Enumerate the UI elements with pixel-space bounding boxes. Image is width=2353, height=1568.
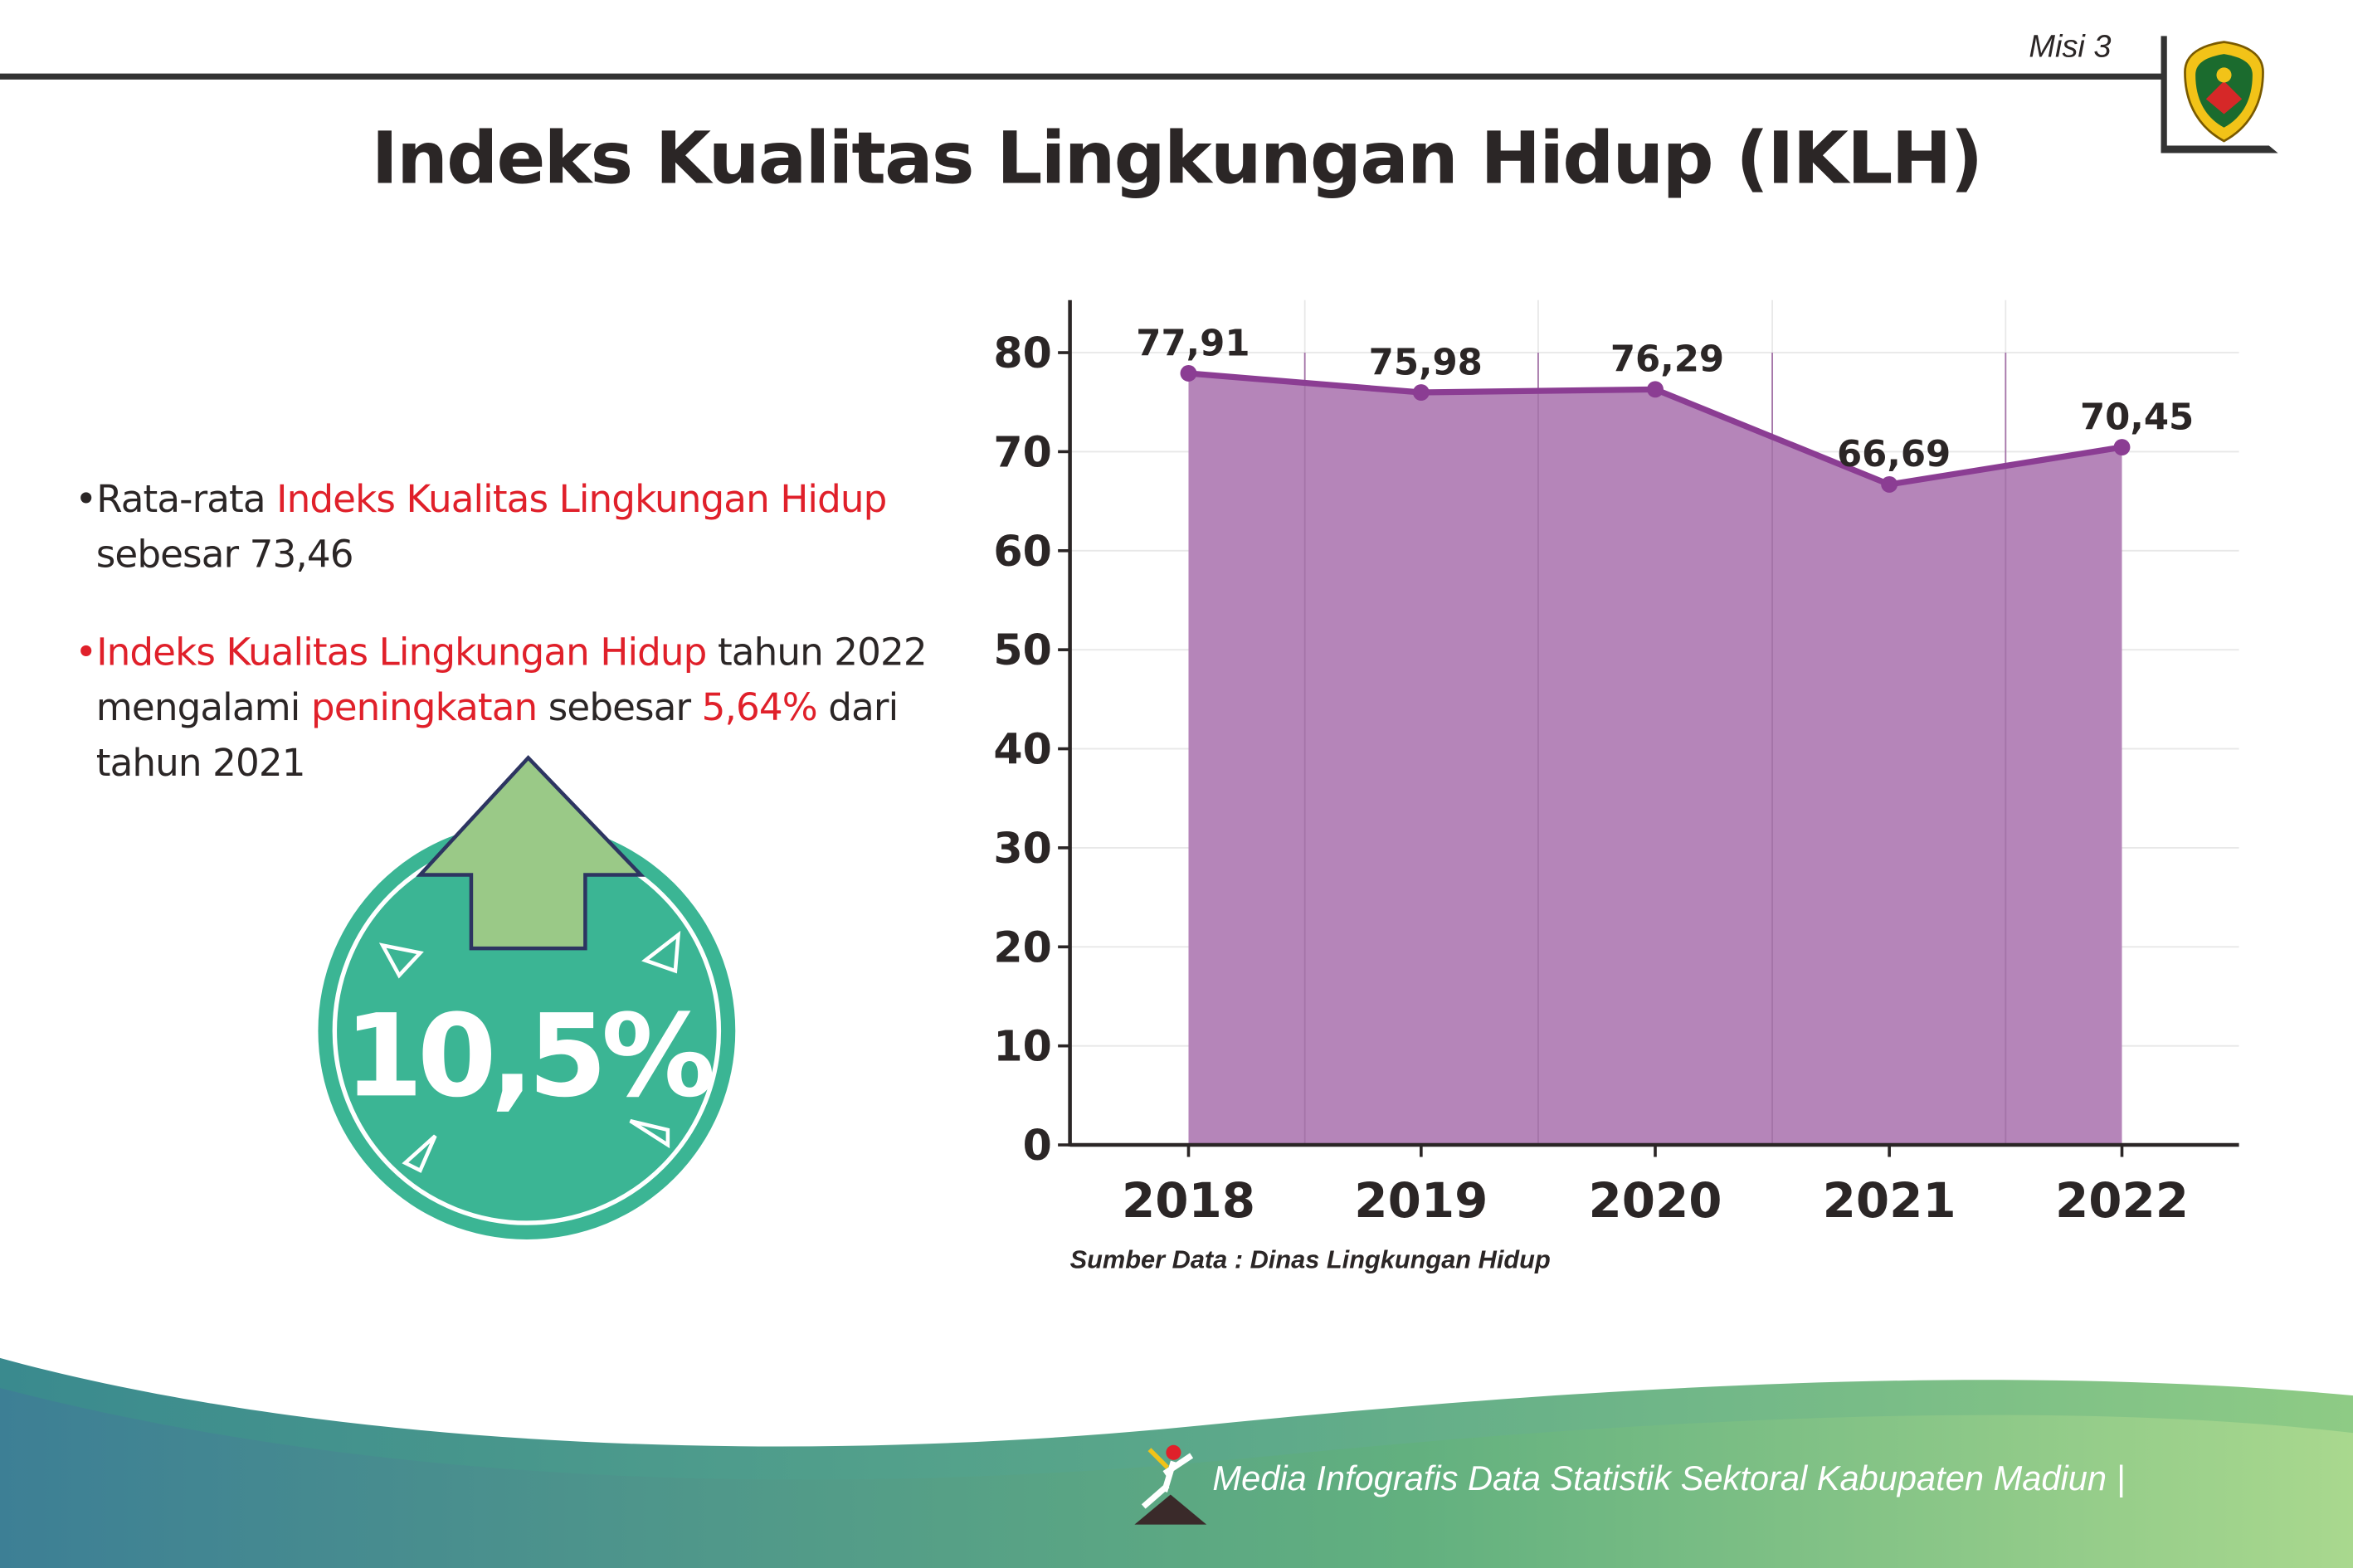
data-label: 75,98: [1369, 342, 1483, 383]
footer-text: Media Infografis Data Statistik Sektoral…: [1212, 1458, 2126, 1498]
bullet-highlight: peningkatan: [310, 685, 538, 730]
x-tick-label: 2018: [1122, 1172, 1255, 1229]
data-label: 66,69: [1837, 434, 1951, 475]
bullet-text: tahun 2022: [706, 630, 928, 674]
bullet-highlight: 5,64%: [701, 685, 818, 730]
footer-logo: [1134, 1444, 1207, 1525]
y-tick-label: 0: [1023, 1121, 1052, 1170]
x-tick-label: 2021: [1823, 1172, 1956, 1229]
x-tick-label: 2019: [1354, 1172, 1488, 1229]
header-frame: [0, 36, 2278, 153]
bullet-highlight: Indeks Kualitas Lingkungan Hidup: [276, 477, 887, 521]
y-tick-label: 80: [993, 329, 1051, 377]
bullet-text: sebesar 73,46: [95, 533, 354, 577]
growth-badge: 10,5%: [318, 755, 736, 1239]
bullet-highlight: •Indeks Kualitas Lingkungan Hidup: [75, 630, 707, 674]
data-label: 70,45: [2080, 397, 2194, 438]
area-fill: [1188, 373, 2122, 1146]
iklh-area-chart: 77,91 75,98 76,29 66,69 70,45 0 10 20 30 40 50 60 70…: [993, 299, 2239, 1229]
data-point: [1412, 384, 1430, 401]
data-label: 76,29: [1610, 339, 1724, 381]
data-label: 77,91: [1136, 323, 1250, 364]
y-tick-label: 20: [993, 923, 1051, 971]
bullet-text: sebesar: [537, 685, 702, 730]
y-tick-label: 70: [993, 428, 1051, 477]
y-tick-label: 10: [993, 1022, 1051, 1071]
bullet-text: •Rata-rata: [75, 477, 277, 521]
data-source: Sumber Data : Dinas Lingkungan Hidup: [1069, 1245, 1551, 1274]
up-arrow-icon: [416, 755, 645, 951]
x-tick-label: 2022: [2055, 1172, 2189, 1229]
bullet-text: tahun 2021: [95, 741, 306, 785]
x-tick-label: 2020: [1588, 1172, 1722, 1229]
y-tick-label: 60: [993, 527, 1051, 576]
bullet-text: mengalami: [95, 685, 311, 730]
y-tick-label: 30: [993, 824, 1051, 873]
data-point: [1180, 365, 1197, 382]
madiun-emblem-logo: [2184, 41, 2264, 143]
y-tick-label: 40: [993, 725, 1051, 774]
data-point: [2113, 439, 2131, 455]
badge-value: 10,5%: [344, 990, 713, 1122]
data-point: [1881, 475, 1898, 493]
mission-label: Misi 3: [2029, 30, 2112, 65]
bullet-text: dari: [816, 685, 899, 730]
y-tick-label: 50: [993, 626, 1051, 674]
summary-bullet-average: •Rata-rata Indeks Kualitas Lingkungan Hi…: [75, 471, 887, 582]
page-title: Indeks Kualitas Lingkungan Hidup (IKLH): [371, 117, 1983, 202]
summary-bullet-increase: •Indeks Kualitas Lingkungan Hidup tahun …: [75, 624, 928, 791]
data-point: [1647, 381, 1664, 398]
